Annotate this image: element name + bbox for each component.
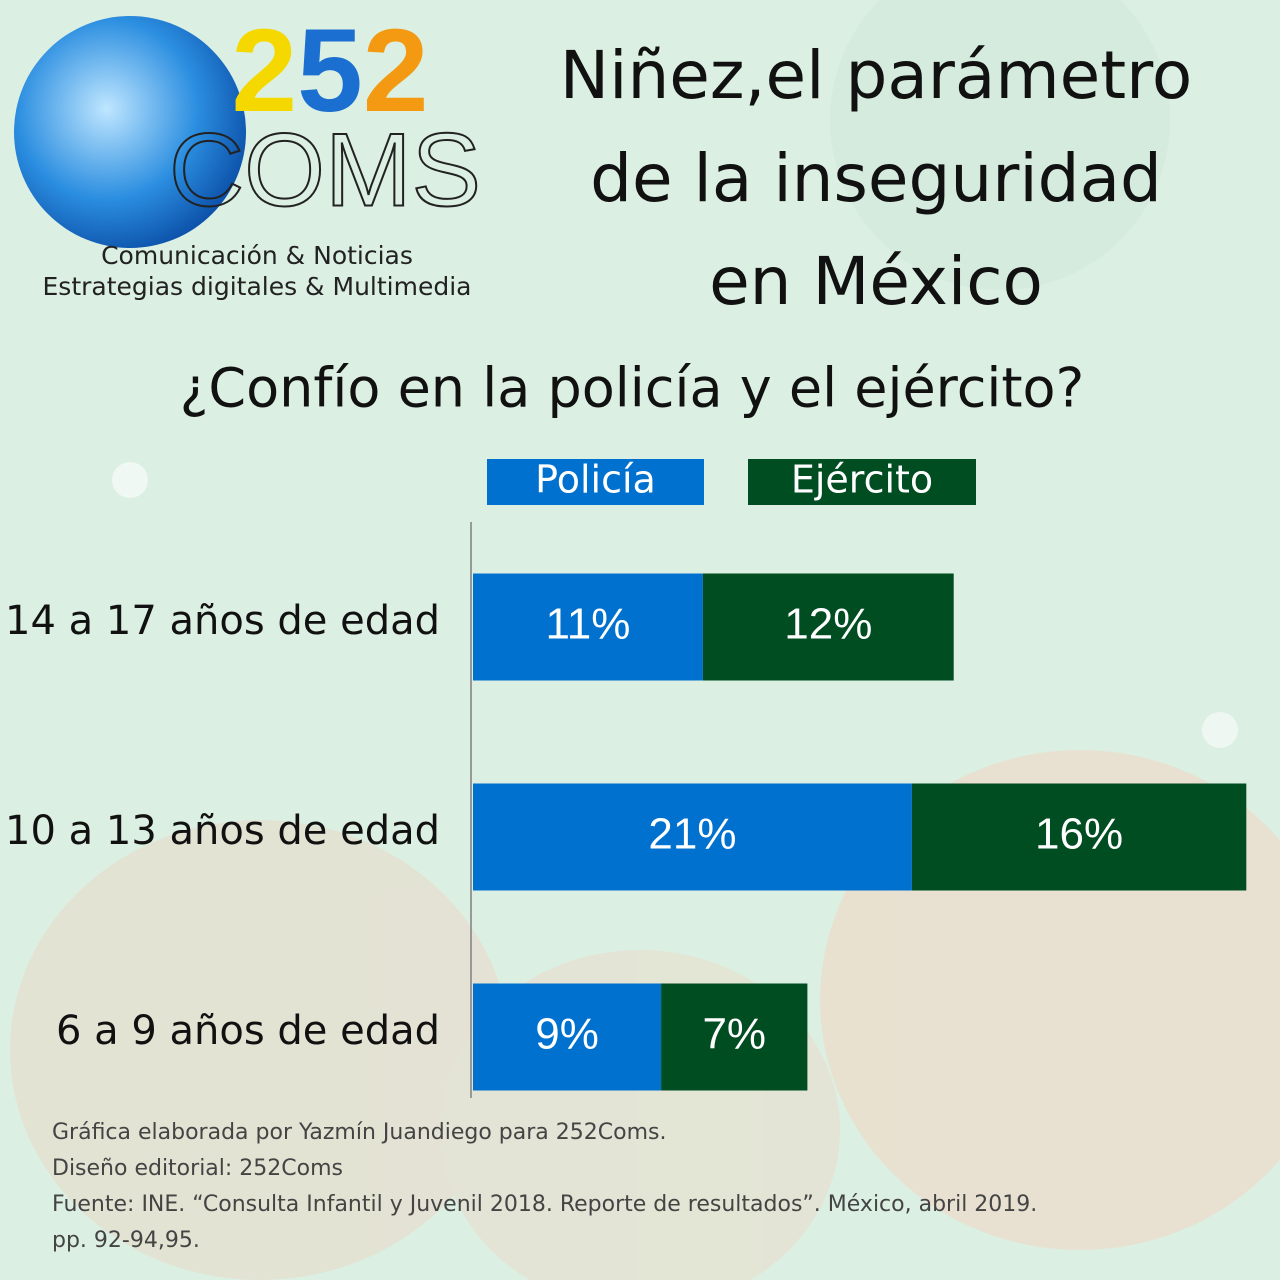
value-label: 21% bbox=[648, 810, 736, 859]
logo-name: COMS bbox=[169, 112, 481, 228]
bar-segment bbox=[661, 983, 808, 1091]
legend-swatch bbox=[748, 459, 976, 505]
category-label: 6 a 9 años de edad bbox=[56, 1008, 440, 1054]
source-note: Fuente: INE. “Consulta Infantil y Juveni… bbox=[52, 1192, 1037, 1217]
logo-digit: 5 bbox=[297, 5, 363, 137]
bar-segment bbox=[702, 573, 954, 681]
logo-digit: 2 bbox=[363, 5, 429, 137]
logo-tagline: Estrategias digitales & Multimedia bbox=[43, 272, 472, 301]
chart-title: Niñez,el parámetro bbox=[560, 37, 1192, 114]
legend-label: Ejército bbox=[791, 458, 933, 502]
category-label: 14 a 17 años de edad bbox=[5, 598, 440, 644]
bar-segment bbox=[473, 783, 912, 891]
value-label: 12% bbox=[784, 600, 872, 649]
bar-segment bbox=[911, 783, 1247, 891]
logo-number: 252 bbox=[232, 5, 429, 137]
bar-segment bbox=[473, 983, 662, 1091]
value-label: 9% bbox=[535, 1010, 599, 1059]
value-label: 7% bbox=[702, 1010, 766, 1059]
source-note: Diseño editorial: 252Coms bbox=[52, 1156, 343, 1181]
source-note: pp. 92-94,95. bbox=[52, 1228, 200, 1253]
legend-swatch bbox=[487, 459, 704, 505]
chart-subtitle: ¿Confío en la policía y el ejército? bbox=[180, 357, 1085, 420]
logo-globe bbox=[14, 16, 246, 248]
chart-title: de la inseguridad bbox=[590, 140, 1162, 217]
category-label: 10 a 13 años de edad bbox=[5, 808, 440, 854]
logo-digit: 2 bbox=[232, 5, 298, 137]
bar-segment bbox=[473, 573, 703, 681]
source-note: Gráfica elaborada por Yazmín Juandiego p… bbox=[52, 1120, 666, 1145]
value-label: 11% bbox=[546, 600, 631, 649]
value-label: 16% bbox=[1035, 810, 1123, 859]
logo-tagline: Comunicación & Noticias bbox=[101, 241, 413, 270]
legend-label: Policía bbox=[535, 458, 656, 502]
chart-title: en México bbox=[709, 243, 1043, 320]
